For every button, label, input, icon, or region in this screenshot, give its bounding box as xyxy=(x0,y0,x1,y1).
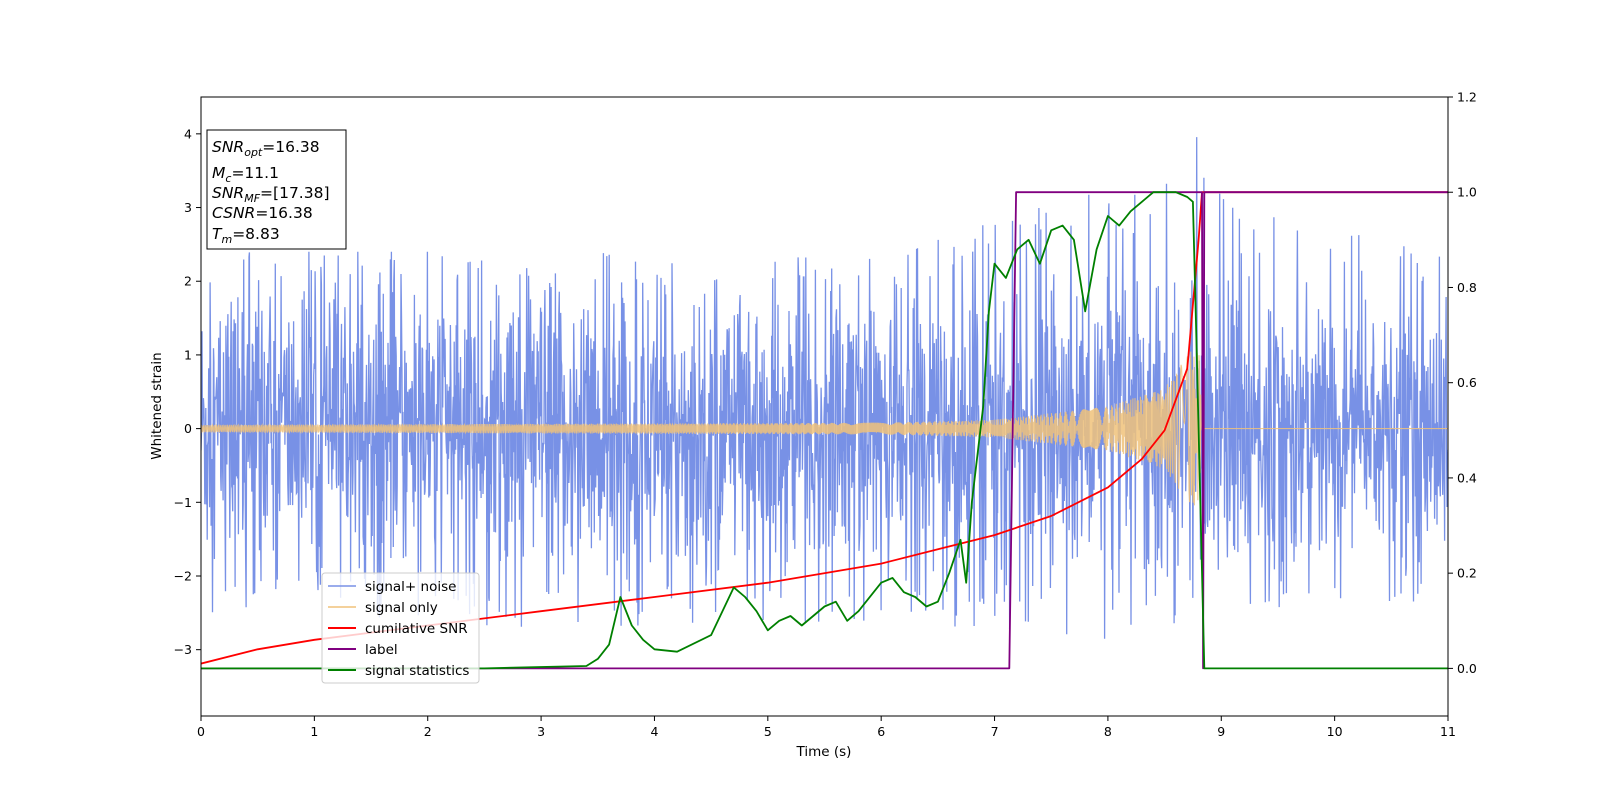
series-signal-statistics xyxy=(201,191,1448,670)
annotation-line: SNRMF=[17.38] xyxy=(212,184,330,205)
snr-annotation-box: SNRopt=16.38 Mc=11.1SNRMF=[17.38]CSNR=16.… xyxy=(206,129,347,250)
x-axis-label: Time (s) xyxy=(796,744,852,760)
series-signal-only xyxy=(201,351,1448,506)
x-tick-label: 9 xyxy=(1217,724,1225,739)
series-signal-noise xyxy=(201,137,1448,639)
legend-label: cumilative SNR xyxy=(365,621,468,637)
y-left-tick-label: 2 xyxy=(184,274,192,289)
series-label xyxy=(201,191,1448,670)
legend-label: signal+ noise xyxy=(365,579,456,595)
x-tick-label: 2 xyxy=(424,724,432,739)
y-axis-label: Whitened strain xyxy=(149,352,165,459)
y-left-tick-label: 1 xyxy=(184,347,192,362)
y-right-tick-label: 0.2 xyxy=(1457,566,1477,581)
legend: signal+ noise signal only cumilative SNR la… xyxy=(321,572,480,684)
y-left-tick-label: 3 xyxy=(184,200,192,215)
y-right-tick-label: 0.0 xyxy=(1457,661,1477,676)
y-right-tick-label: 1.2 xyxy=(1457,90,1477,105)
y-right-tick-label: 0.8 xyxy=(1457,280,1477,295)
plot-frame xyxy=(200,96,1449,717)
legend-frame xyxy=(321,572,480,684)
annotation-line: CSNR=16.38 xyxy=(212,204,313,222)
x-tick-label: 5 xyxy=(764,724,772,739)
y-left-tick-label: −3 xyxy=(174,642,192,657)
annotation-line: Mc=11.1 xyxy=(212,164,279,185)
y-left-tick-label: −2 xyxy=(174,568,192,583)
y-right-tick-label: 0.4 xyxy=(1457,470,1477,485)
series-layer xyxy=(201,137,1448,670)
y-left-tick-label: −1 xyxy=(174,495,192,510)
x-tick-label: 8 xyxy=(1104,724,1112,739)
x-tick-label: 10 xyxy=(1327,724,1343,739)
x-tick-label: 7 xyxy=(991,724,999,739)
y-axis-left: −3 −2 −1 0 1 2 3 4 xyxy=(174,126,201,657)
x-tick-label: 4 xyxy=(650,724,658,739)
legend-label: signal only xyxy=(365,600,438,616)
x-tick-label: 6 xyxy=(877,724,885,739)
legend-label: signal statistics xyxy=(365,663,469,679)
y-right-tick-label: 1.0 xyxy=(1457,185,1477,200)
y-left-tick-label: 4 xyxy=(184,126,192,141)
x-tick-label: 0 xyxy=(197,724,205,739)
y-left-tick-label: 0 xyxy=(184,421,192,436)
x-axis: 0 1 2 3 4 5 6 7 8 9 10 11 xyxy=(197,716,1456,739)
y-axis-right: 0.0 0.2 0.4 0.6 0.8 1.0 1.2 xyxy=(1448,90,1477,676)
x-tick-label: 3 xyxy=(537,724,545,739)
x-tick-label: 11 xyxy=(1440,724,1456,739)
legend-label: label xyxy=(365,642,398,658)
annotation-line: Tm=8.83 xyxy=(212,225,280,246)
annotation-frame xyxy=(206,129,347,250)
x-tick-label: 1 xyxy=(310,724,318,739)
y-right-tick-label: 0.6 xyxy=(1457,375,1477,390)
annotation-line: SNRopt=16.38 xyxy=(212,138,320,159)
